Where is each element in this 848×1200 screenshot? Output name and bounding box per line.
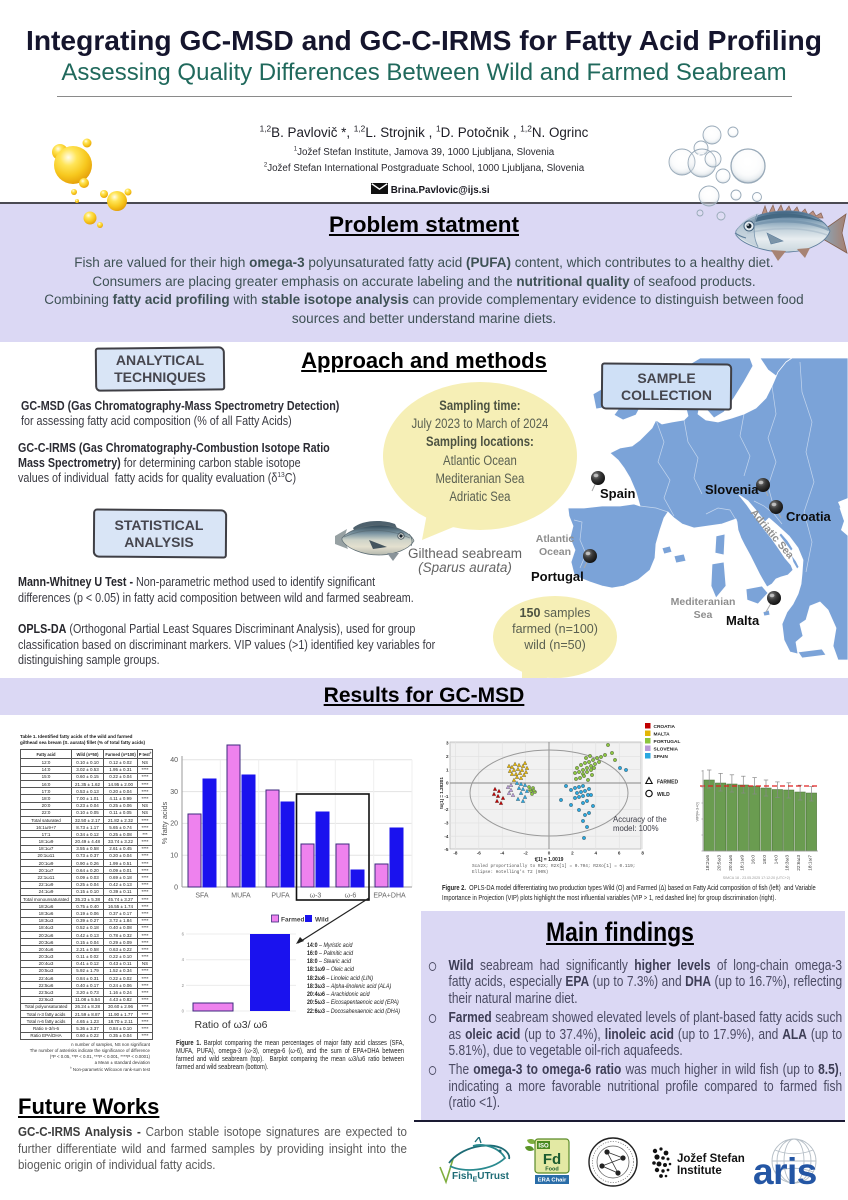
svg-text:18:2ω6: 18:2ω6 bbox=[705, 855, 711, 871]
svg-text:2: 2 bbox=[571, 851, 574, 856]
svg-text:-4: -4 bbox=[444, 834, 449, 839]
svg-text:SIMCA 18 - 23.05.2025 17:12:20: SIMCA 18 - 23.05.2025 17:12:20 (UTC+2) bbox=[723, 876, 790, 880]
svg-text:-3: -3 bbox=[444, 821, 449, 826]
svg-text:0: 0 bbox=[446, 781, 449, 786]
svg-text:FishEUTrust: FishEUTrust bbox=[452, 1171, 510, 1184]
svg-text:16:0: 16:0 bbox=[751, 855, 757, 865]
svg-text:0: 0 bbox=[548, 851, 551, 856]
svg-text:% fatty acids: % fatty acids bbox=[160, 801, 169, 844]
svg-text:-8: -8 bbox=[453, 851, 458, 856]
svg-text:30: 30 bbox=[170, 789, 178, 796]
svg-text:18:1ω7: 18:1ω7 bbox=[807, 855, 813, 871]
svg-text:0: 0 bbox=[174, 884, 178, 891]
svg-text:6: 6 bbox=[182, 932, 185, 937]
svg-text:ISO: ISO bbox=[538, 1144, 549, 1150]
svg-text:MALTA: MALTA bbox=[654, 731, 671, 737]
svg-text:ERA Chair: ERA Chair bbox=[538, 1178, 567, 1184]
svg-text:t[1] = 1.0019: t[1] = 1.0019 bbox=[535, 857, 564, 863]
svg-text:-2: -2 bbox=[444, 807, 449, 812]
svg-text:20: 20 bbox=[170, 821, 178, 828]
svg-text:aris: aris bbox=[753, 1151, 817, 1192]
svg-text:14:0: 14:0 bbox=[773, 855, 779, 865]
svg-text:VIP[4+3+0]: VIP[4+3+0] bbox=[696, 803, 700, 822]
svg-text:EPA+DHA: EPA+DHA bbox=[373, 893, 406, 900]
svg-text:FARMED: FARMED bbox=[657, 780, 679, 786]
svg-text:6: 6 bbox=[618, 851, 621, 856]
svg-text:40: 40 bbox=[170, 757, 178, 764]
svg-text:4: 4 bbox=[595, 851, 598, 856]
svg-text:Institute: Institute bbox=[677, 1165, 722, 1177]
svg-text:Wild: Wild bbox=[315, 917, 329, 924]
svg-text:model: 100%: model: 100% bbox=[613, 824, 659, 833]
svg-text:-1: -1 bbox=[444, 794, 449, 799]
svg-text:18:3ω3: 18:3ω3 bbox=[785, 855, 791, 871]
svg-text:18:0: 18:0 bbox=[762, 855, 768, 865]
svg-text:to[1] = 1.28201: to[1] = 1.28201 bbox=[440, 777, 444, 809]
svg-text:-2: -2 bbox=[524, 851, 529, 856]
svg-text:18:1ω9: 18:1ω9 bbox=[739, 855, 745, 871]
svg-text:CROATIA: CROATIA bbox=[654, 724, 676, 730]
svg-text:Ratio of ω3/ ω6: Ratio of ω3/ ω6 bbox=[194, 1019, 267, 1031]
svg-text:3: 3 bbox=[446, 741, 449, 746]
svg-text:SLOVENIA: SLOVENIA bbox=[654, 746, 679, 752]
svg-text:ω-3: ω-3 bbox=[310, 893, 322, 900]
svg-text:PUFA: PUFA bbox=[271, 893, 290, 900]
svg-text:22:6ω3: 22:6ω3 bbox=[796, 855, 802, 871]
svg-text:PORTUGAL: PORTUGAL bbox=[654, 739, 681, 745]
svg-text:WILD: WILD bbox=[657, 792, 670, 798]
svg-text:SPAIN: SPAIN bbox=[654, 754, 669, 760]
svg-text:-4: -4 bbox=[500, 851, 505, 856]
svg-text:Accuracy of the: Accuracy of the bbox=[613, 815, 667, 824]
svg-text:20:4ω6: 20:4ω6 bbox=[728, 855, 734, 871]
svg-text:-6: -6 bbox=[477, 851, 482, 856]
svg-text:10: 10 bbox=[170, 853, 178, 860]
svg-text:8: 8 bbox=[641, 851, 644, 856]
svg-text:2: 2 bbox=[446, 754, 449, 759]
svg-text:-5: -5 bbox=[444, 847, 449, 852]
svg-text:2: 2 bbox=[182, 983, 185, 988]
svg-text:1: 1 bbox=[446, 767, 449, 772]
svg-text:4: 4 bbox=[182, 957, 185, 962]
svg-text:Jožef Stefan: Jožef Stefan bbox=[677, 1153, 745, 1165]
svg-text:Food: Food bbox=[545, 1167, 558, 1173]
svg-text:Scaled proportionally to R2X;: Scaled proportionally to R2X; R2X[1] = 0… bbox=[472, 864, 635, 869]
svg-text:Farmed: Farmed bbox=[281, 917, 305, 924]
svg-text:Fd: Fd bbox=[543, 1151, 561, 1168]
svg-text:ω-6: ω-6 bbox=[345, 893, 357, 900]
svg-text:20:5ω3: 20:5ω3 bbox=[717, 855, 723, 871]
svg-text:Ellipse: Hotelling’s T2 (90%): Ellipse: Hotelling’s T2 (90%) bbox=[472, 870, 548, 875]
svg-text:MUFA: MUFA bbox=[231, 893, 251, 900]
svg-text:SFA: SFA bbox=[195, 893, 209, 900]
svg-text:0: 0 bbox=[182, 1009, 185, 1014]
